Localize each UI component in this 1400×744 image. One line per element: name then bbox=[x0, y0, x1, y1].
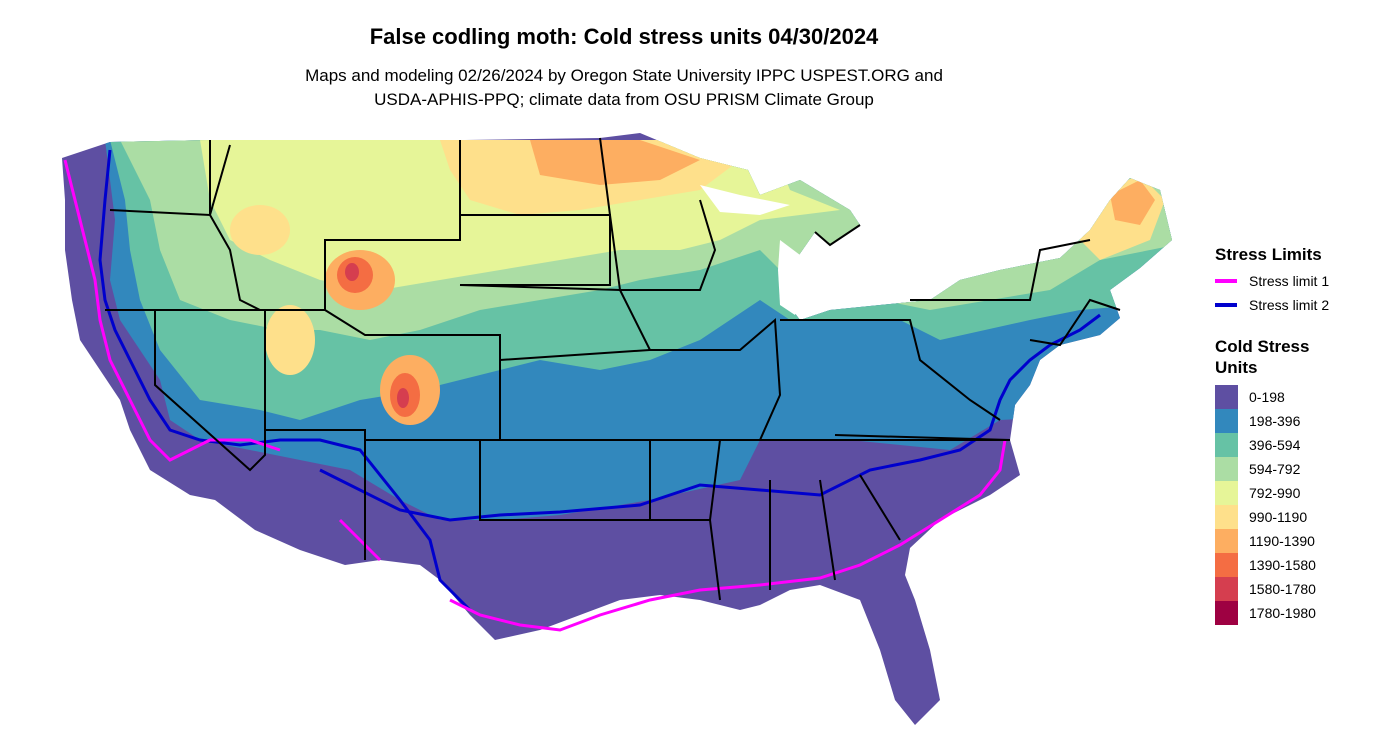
legend-swatch bbox=[1215, 529, 1238, 553]
stress-limit-2-key bbox=[1215, 303, 1237, 307]
zone-utah-high bbox=[265, 305, 315, 375]
zone-colorado-top bbox=[397, 388, 409, 408]
legend-item-units: 1780-1980 bbox=[1215, 601, 1316, 625]
zone-wyoming-top bbox=[345, 263, 359, 281]
legend-item-units: 0-198 bbox=[1215, 385, 1316, 409]
legend-label: 1390-1580 bbox=[1249, 557, 1316, 573]
legend-label: 594-792 bbox=[1249, 461, 1301, 477]
map-title: False codling moth: Cold stress units 04… bbox=[369, 24, 879, 49]
legend-label: 1580-1780 bbox=[1249, 581, 1316, 597]
legend-item-units: 1580-1780 bbox=[1215, 577, 1316, 601]
stress-limits-legend-title: Stress Limits bbox=[1215, 245, 1322, 264]
map-subtitle: Maps and modeling 02/26/2024 by Oregon S… bbox=[0, 64, 1248, 112]
subtitle-line-1: Maps and modeling 02/26/2024 by Oregon S… bbox=[305, 66, 943, 85]
stress-limit-2-label: Stress limit 2 bbox=[1249, 297, 1330, 313]
legend-item-units: 1190-1390 bbox=[1215, 529, 1316, 553]
state-borders bbox=[105, 137, 1121, 601]
legend-label: 1190-1390 bbox=[1249, 533, 1315, 549]
us-cold-stress-map bbox=[62, 133, 1172, 725]
stress-limit-2-line bbox=[98, 149, 1101, 612]
legend-item-units: 1390-1580 bbox=[1215, 553, 1316, 577]
legend-label: 990-1190 bbox=[1249, 509, 1308, 525]
stress-limit-1-key bbox=[1215, 279, 1237, 283]
legend-label: 1780-1980 bbox=[1249, 605, 1316, 621]
legend-swatch bbox=[1215, 505, 1238, 529]
legend-item-stress-limit-1: Stress limit 1 bbox=[1215, 269, 1329, 293]
legend-swatch bbox=[1215, 433, 1238, 457]
stress-limit-1-label: Stress limit 1 bbox=[1249, 273, 1330, 289]
lake-michigan bbox=[778, 240, 805, 315]
legend-item-units: 594-792 bbox=[1215, 457, 1316, 481]
zone-1190-1390-maine bbox=[1110, 180, 1155, 225]
legend-item-stress-limit-2: Stress limit 2 bbox=[1215, 293, 1329, 317]
legend-swatch bbox=[1215, 601, 1238, 625]
legend-label: 198-396 bbox=[1249, 413, 1301, 429]
legend-swatch bbox=[1215, 409, 1238, 433]
stress-limits-legend: Stress Limits Stress limit 1 Stress limi… bbox=[1215, 244, 1329, 317]
lake-superior bbox=[700, 185, 790, 215]
zone-idaho-high bbox=[230, 205, 290, 255]
legend-label: 792-990 bbox=[1249, 485, 1301, 501]
zone-1190-1390 bbox=[530, 140, 700, 185]
legend-item-units: 396-594 bbox=[1215, 433, 1316, 457]
legend-swatch bbox=[1215, 385, 1238, 409]
legend-swatch bbox=[1215, 577, 1238, 601]
legend-item-units: 198-396 bbox=[1215, 409, 1316, 433]
legend-title-line-1: Cold Stress bbox=[1215, 337, 1310, 356]
legend-item-units: 792-990 bbox=[1215, 481, 1316, 505]
legend-swatch bbox=[1215, 553, 1238, 577]
legend-title-line-2: Units bbox=[1215, 358, 1258, 377]
legend-swatch bbox=[1215, 481, 1238, 505]
cold-stress-units-legend: Cold Stress Units 0-198 198-396 396-594 594… bbox=[1215, 336, 1316, 625]
legend-item-units: 990-1190 bbox=[1215, 505, 1316, 529]
subtitle-line-2: USDA-APHIS-PPQ; climate data from OSU PR… bbox=[374, 90, 874, 109]
legend-swatch bbox=[1215, 457, 1238, 481]
cold-stress-units-legend-title: Cold Stress Units bbox=[1215, 336, 1316, 378]
legend-label: 396-594 bbox=[1249, 437, 1301, 453]
legend-label: 0-198 bbox=[1249, 389, 1285, 405]
